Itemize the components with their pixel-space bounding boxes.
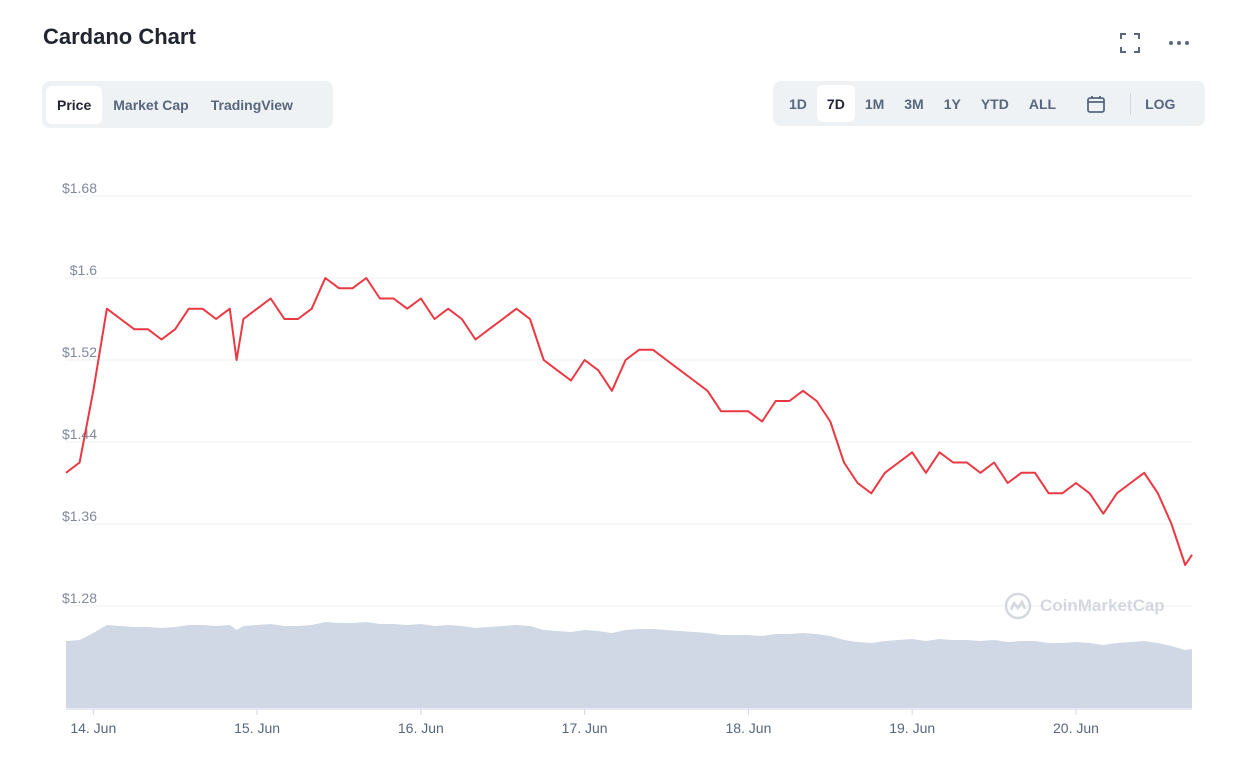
range-1y[interactable]: 1Y bbox=[943, 95, 961, 112]
range-3m[interactable]: 3M bbox=[904, 95, 924, 112]
x-tick-label: 18. Jun bbox=[725, 720, 771, 736]
expand-icon[interactable] bbox=[1117, 30, 1143, 56]
page-title: Cardano Chart bbox=[43, 24, 196, 49]
range-7d[interactable]: 7D bbox=[816, 85, 855, 122]
x-tick-label: 16. Jun bbox=[398, 720, 444, 736]
range-1d[interactable]: 1D bbox=[789, 95, 807, 112]
y-tick-label: $1.68 bbox=[62, 180, 97, 196]
tab-tradingview[interactable]: TradingView bbox=[210, 96, 293, 113]
x-axis: 14. Jun 15. Jun 16. Jun 17. Jun 18. Jun 19. J… bbox=[66, 708, 1192, 736]
more-icon[interactable] bbox=[1166, 30, 1192, 56]
y-axis: $1.68 $1.6 $1.52 $1.44 $1.36 $1.28 bbox=[62, 180, 97, 606]
y-tick-label: $1.36 bbox=[62, 508, 97, 524]
divider bbox=[1130, 92, 1132, 115]
range-ytd[interactable]: YTD bbox=[980, 95, 1009, 112]
y-tick-label: $1.52 bbox=[62, 344, 97, 360]
x-tick-label: 15. Jun bbox=[234, 720, 280, 736]
tab-market-cap[interactable]: Market Cap bbox=[113, 96, 189, 113]
log-toggle[interactable]: LOG bbox=[1145, 95, 1176, 112]
coinmarketcap-logo-icon bbox=[1004, 592, 1032, 620]
price-line bbox=[65, 277, 1193, 566]
y-tick-label: $1.44 bbox=[62, 426, 97, 442]
watermark: CoinMarketCap bbox=[1004, 592, 1165, 620]
range-all[interactable]: ALL bbox=[1028, 95, 1057, 112]
volume-area bbox=[66, 622, 1192, 708]
tab-price[interactable]: Price bbox=[46, 85, 103, 124]
time-range-tabs: 1D 7D 1M 3M 1Y YTD ALL LOG bbox=[773, 81, 1205, 126]
x-tick-label: 14. Jun bbox=[70, 720, 116, 736]
calendar-icon[interactable] bbox=[1066, 85, 1126, 122]
y-tick-label: $1.6 bbox=[70, 262, 97, 278]
x-tick-label: 17. Jun bbox=[562, 720, 608, 736]
price-series bbox=[65, 277, 1193, 566]
x-tick-label: 19. Jun bbox=[889, 720, 935, 736]
chart-type-tabs: Price Market Cap TradingView bbox=[42, 81, 333, 128]
volume-fill bbox=[66, 622, 1192, 708]
y-tick-label: $1.28 bbox=[62, 590, 97, 606]
grid-lines bbox=[66, 195, 1192, 607]
watermark-text: CoinMarketCap bbox=[1040, 596, 1165, 615]
range-1m[interactable]: 1M bbox=[864, 95, 885, 112]
x-tick-label: 20. Jun bbox=[1053, 720, 1099, 736]
